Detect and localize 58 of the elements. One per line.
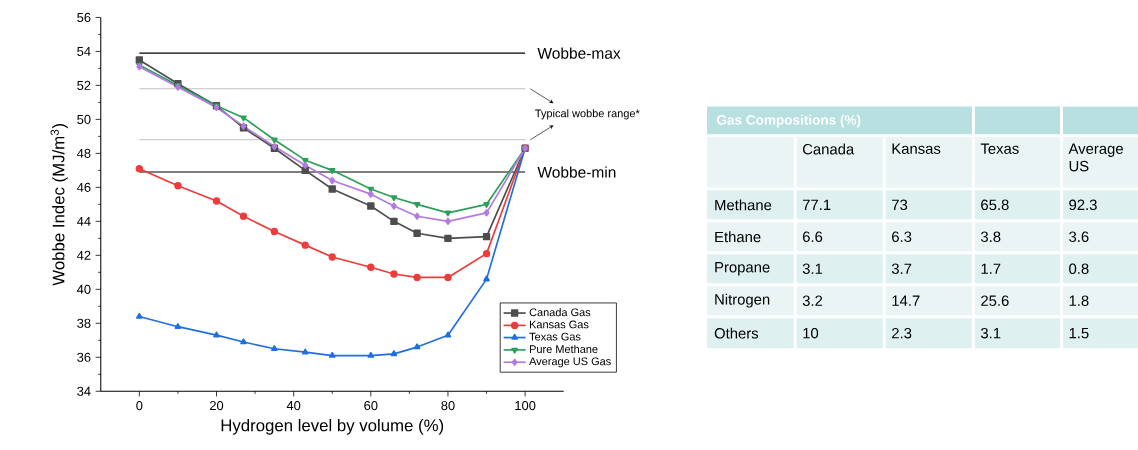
y-tick-label: 52 bbox=[77, 80, 91, 90]
text: 0.8 bbox=[1069, 263, 1089, 274]
y-tick-label: 46 bbox=[76, 182, 91, 192]
x-axis-title: Hydrogen level by volume (%) bbox=[221, 418, 444, 435]
text: 92.3 bbox=[1069, 199, 1097, 210]
category-label: Methane bbox=[715, 199, 772, 211]
text: 3.2 bbox=[802, 295, 823, 306]
ref-line-label: Wobbe-max bbox=[537, 47, 621, 59]
category-label: Ethane bbox=[715, 231, 761, 243]
text: 1.7 bbox=[981, 263, 1001, 274]
text: 1.8 bbox=[1069, 295, 1089, 306]
text: 3.6 bbox=[1069, 231, 1089, 242]
text: 10 bbox=[803, 327, 819, 339]
text: 2.3 bbox=[892, 327, 912, 339]
text: 6.3 bbox=[892, 231, 912, 242]
text: 6.6 bbox=[802, 231, 823, 242]
x-tick-label: 20 bbox=[209, 400, 224, 410]
x-tick-label: 100 bbox=[515, 400, 536, 410]
text: 1.5 bbox=[1069, 327, 1089, 339]
y-tick-label: 44 bbox=[76, 216, 91, 226]
y-tick-label: 42 bbox=[76, 250, 91, 260]
y-tick-label: 48 bbox=[76, 148, 91, 158]
y-tick-label: 34 bbox=[77, 386, 91, 396]
category-label: Texas bbox=[980, 143, 1019, 154]
text: 25.6 bbox=[981, 295, 1009, 306]
y-axis-title: Wobbe Indec (MJ/m$^{3}$) bbox=[50, 123, 68, 286]
text: 14.7 bbox=[892, 295, 920, 306]
ref-line-label: Wobbe-min bbox=[537, 166, 616, 178]
category-label: Propane bbox=[715, 261, 770, 276]
category-label: Average US bbox=[1068, 143, 1123, 172]
x-tick-label: 60 bbox=[364, 400, 378, 410]
legend-label: Canada Gas bbox=[529, 307, 591, 316]
annotation: Typical wobbe range* bbox=[535, 109, 640, 120]
legend-label: Average US Gas bbox=[529, 357, 611, 368]
legend-label: Pure Methane bbox=[529, 344, 598, 353]
y-tick-label: 54 bbox=[77, 46, 91, 56]
category-label: Canada bbox=[802, 143, 855, 155]
x-tick-label: 80 bbox=[441, 400, 455, 410]
text: 77.1 bbox=[802, 199, 831, 210]
y-tick-label: 50 bbox=[77, 114, 91, 124]
category-label: Kansas bbox=[892, 143, 941, 154]
y-tick-label: 56 bbox=[77, 12, 91, 22]
text: Gas Compositions (%) bbox=[716, 114, 861, 128]
category-label: Others bbox=[714, 327, 759, 339]
x-tick-label: 0 bbox=[136, 400, 143, 410]
x-tick-label: 40 bbox=[286, 400, 301, 410]
text: 65.8 bbox=[981, 199, 1009, 210]
category-label: Nitrogen bbox=[715, 293, 770, 308]
legend-label: Kansas Gas bbox=[529, 320, 589, 329]
text: 73 bbox=[892, 199, 908, 210]
legend-label: Texas Gas bbox=[529, 332, 581, 341]
text: 3.7 bbox=[891, 263, 912, 274]
text: 3.8 bbox=[980, 231, 1001, 242]
text: 3.1 bbox=[980, 327, 1001, 339]
y-tick-label: 40 bbox=[76, 284, 91, 294]
text: 3.1 bbox=[802, 263, 823, 274]
y-tick-label: 36 bbox=[77, 352, 91, 362]
y-tick-label: 38 bbox=[77, 318, 91, 328]
